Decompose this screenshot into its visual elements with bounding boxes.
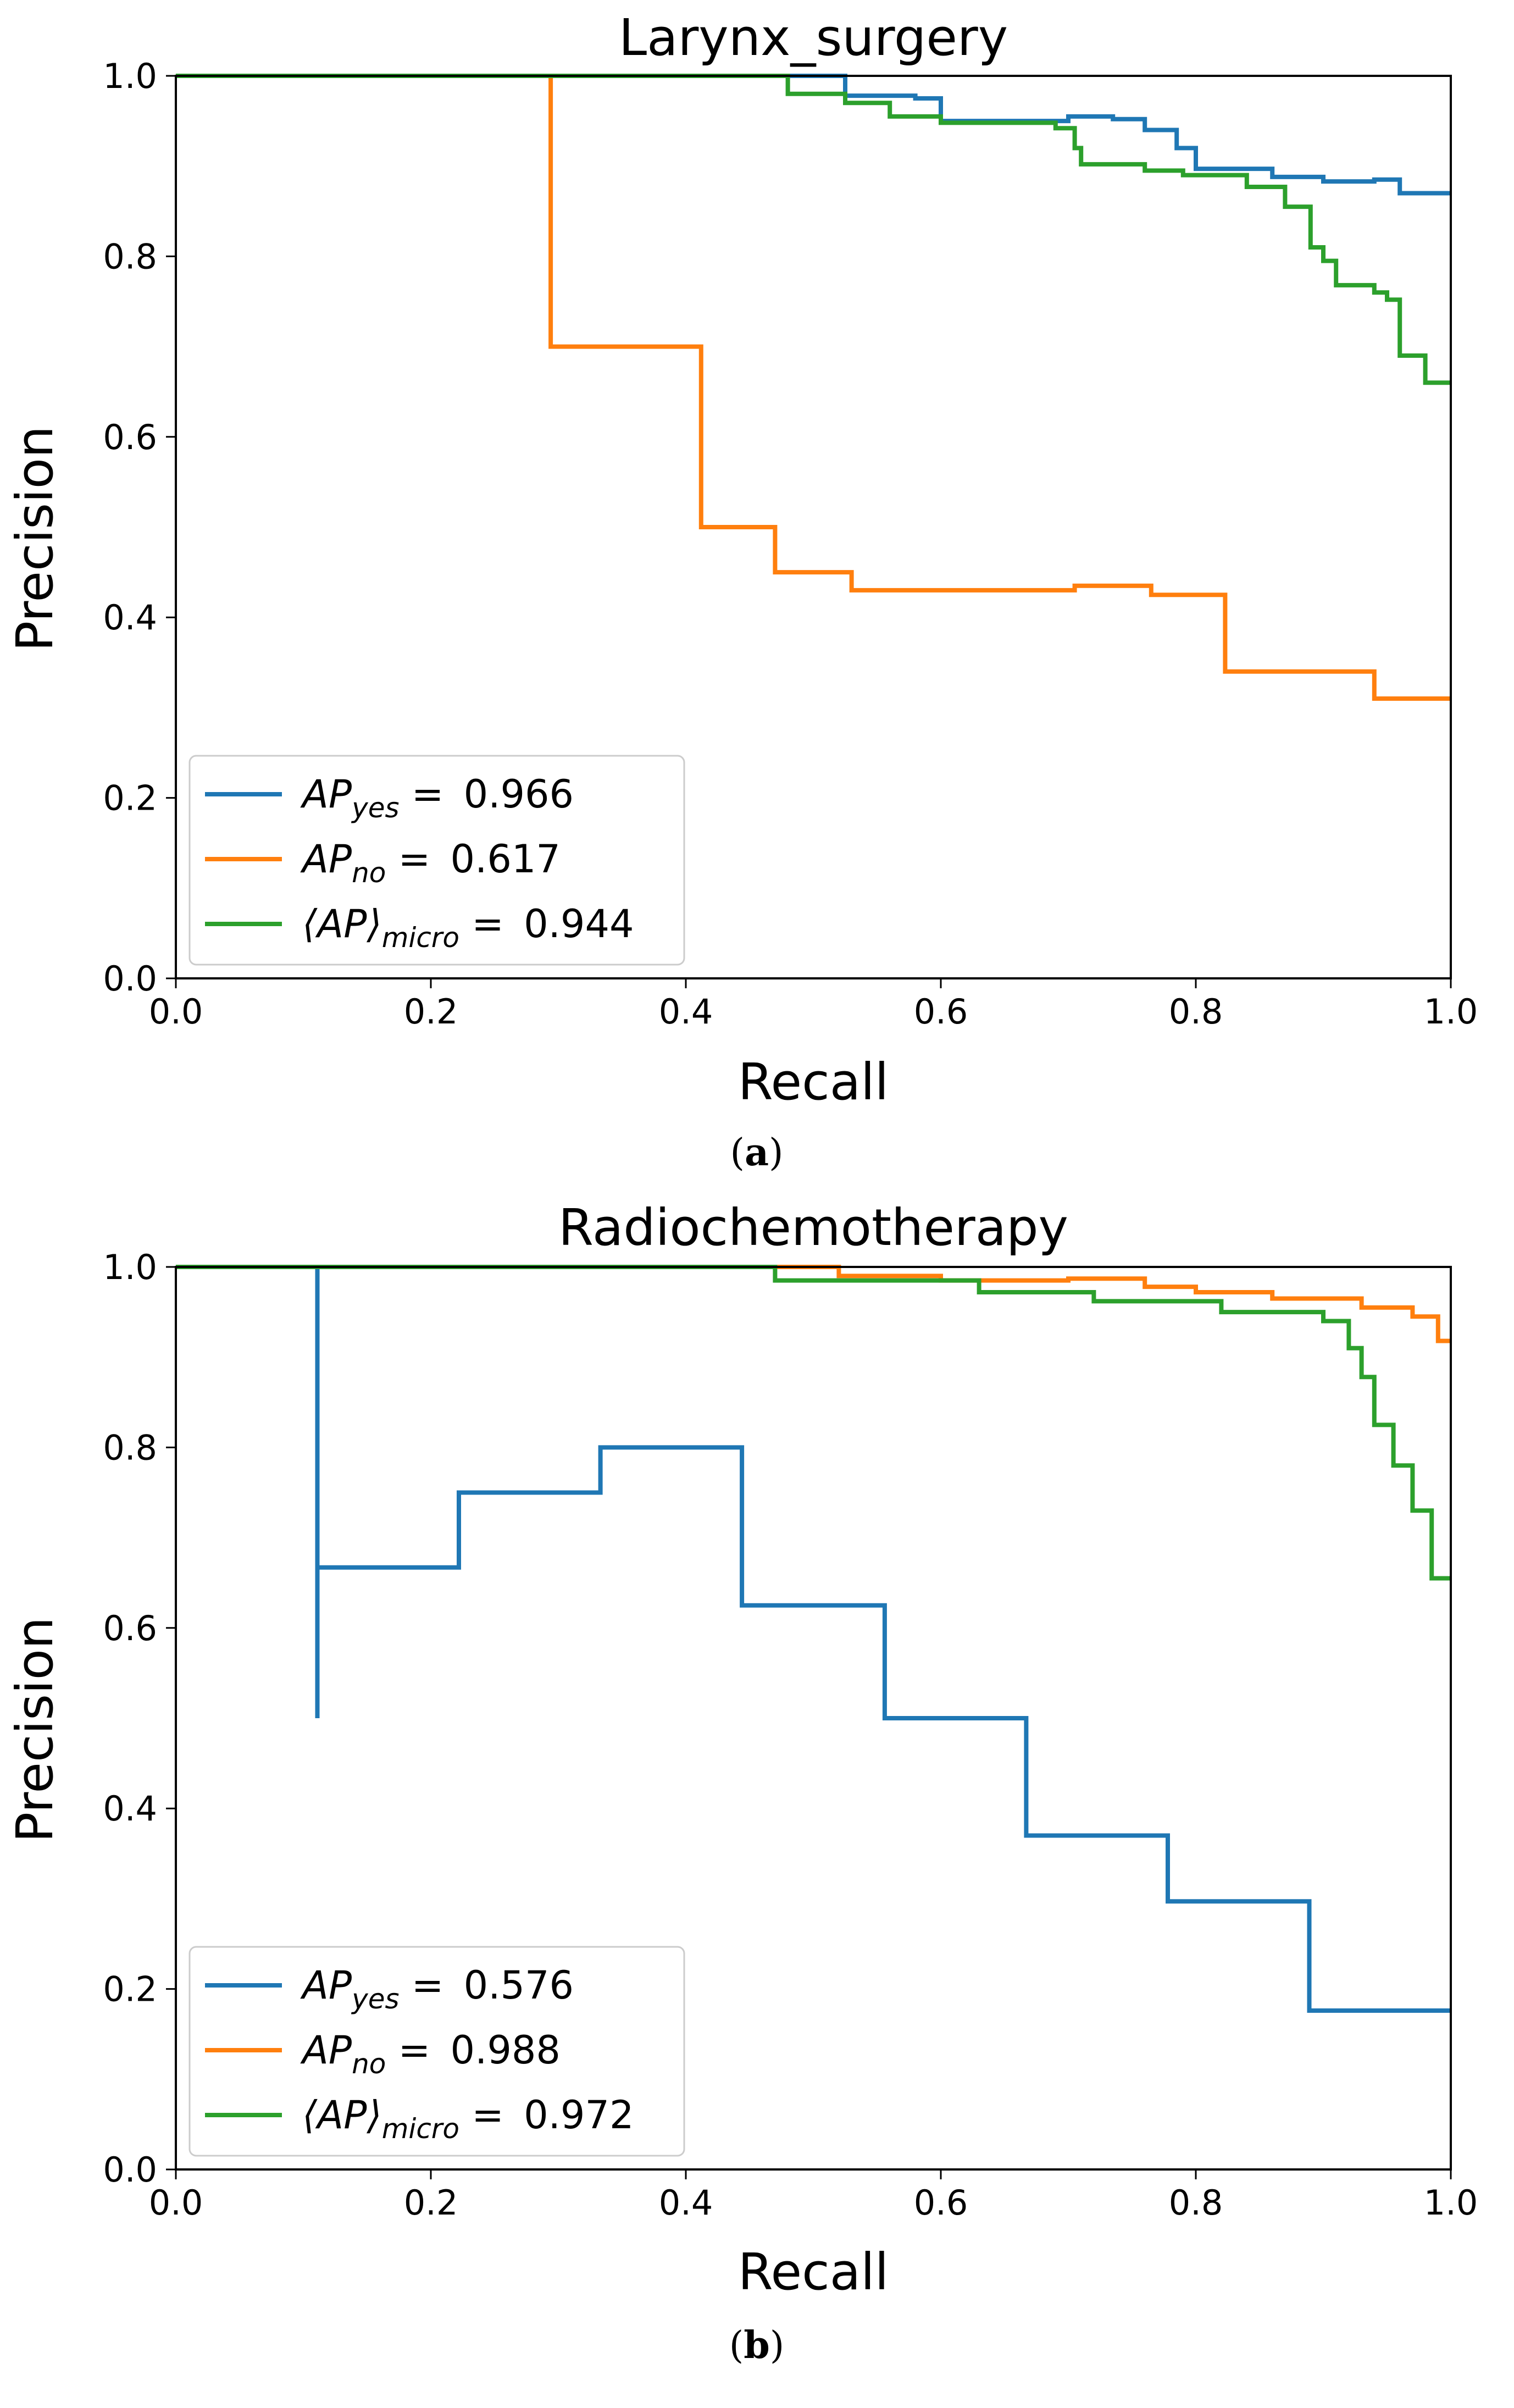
x-tick-label: 0.8 (1169, 2183, 1223, 2223)
x-tick-label: 0.6 (914, 2183, 968, 2223)
y-tick-label: 1.0 (103, 56, 157, 96)
legend-base: AP (300, 2028, 352, 2073)
x-tick-label: 0.4 (659, 2183, 713, 2223)
series-line-yes (176, 1265, 1451, 2013)
plot-frame (175, 1266, 1452, 2171)
legend-equals: = (459, 901, 516, 946)
legend-entry-micro: ⟨AP⟩micro = 0.972 (302, 2093, 634, 2145)
x-tick-label: 0.0 (149, 2183, 203, 2223)
x-axis-label: Recall (738, 1053, 889, 1111)
legend-entry-no: APno = 0.988 (300, 2028, 561, 2080)
legend-equals: = (400, 1963, 456, 2008)
y-tick-label: 1.0 (103, 1247, 157, 1287)
series-lines (176, 1265, 1451, 2013)
y-tick-label: 0.6 (103, 417, 157, 457)
legend-value: 0.972 (524, 2093, 634, 2138)
legend-base: AP (300, 772, 352, 817)
series-lines (176, 74, 1451, 701)
x-tick-label: 0.6 (914, 992, 968, 1032)
legend-value: 0.944 (524, 901, 634, 946)
legend-subscript: yes (351, 792, 399, 824)
legend-value: 0.966 (464, 772, 574, 817)
chart-panel-radiochemotherapy: Radiochemotherapy Recall Precision 0.0 0.… (5, 1198, 1478, 2367)
legend-value: 0.617 (451, 837, 561, 882)
legend-entry-no: APno = 0.617 (300, 837, 561, 889)
y-tick-label: 0.6 (103, 1608, 157, 1648)
y-axis-label: Precision (5, 426, 64, 652)
y-tick-label: 0.4 (103, 597, 157, 638)
series-line-no (176, 74, 1451, 701)
chart-panel-larynx-surgery: Larynx_surgery Recall Precision 0.0 0.2 0.… (5, 8, 1478, 1175)
legend-subscript: micro (382, 2113, 459, 2145)
x-axis-label: Recall (738, 2243, 889, 2301)
legend-equals: = (400, 772, 456, 817)
legend-subscript: no (352, 2048, 386, 2080)
y-tick-label: 0.0 (103, 959, 157, 999)
series-line-micro (176, 74, 1451, 385)
y-tick-label: 0.8 (103, 1427, 157, 1468)
legend-value: 0.988 (451, 2028, 561, 2073)
legend-box (188, 755, 685, 966)
caption-b: (b) (729, 2323, 785, 2367)
y-tick-label: 0.0 (103, 2150, 157, 2190)
x-tick-label: 0.0 (149, 992, 203, 1032)
chart-title: Larynx_surgery (619, 8, 1008, 67)
legend-base: AP (300, 1963, 352, 2008)
y-tick-label: 0.2 (103, 778, 157, 818)
legend-equals: = (459, 2093, 516, 2138)
legend-base: ⟨AP⟩ (302, 2093, 382, 2138)
y-tick-label: 0.4 (103, 1789, 157, 1829)
legend-base: ⟨AP⟩ (302, 901, 382, 946)
legend-box (188, 1946, 685, 2157)
x-tick-label: 0.4 (659, 992, 713, 1032)
x-tick-label: 1.0 (1424, 2183, 1478, 2223)
caption-a-letter: a (745, 1131, 769, 1175)
legend-entry-yes: APyes = 0.966 (300, 772, 574, 824)
legend-equals: = (386, 837, 442, 882)
x-tick-label: 0.2 (404, 992, 458, 1032)
legend-value: 0.576 (464, 1963, 574, 2008)
legend-base: AP (300, 837, 352, 882)
legend-subscript: yes (351, 1983, 399, 2015)
x-tick-label: 1.0 (1424, 992, 1478, 1032)
legend-equals: = (386, 2028, 442, 2073)
axis-ticks: 0.0 0.2 0.4 0.6 0.8 1.0 0.0 0.2 0.4 0.6 0.8 1.0 (103, 1247, 1478, 2223)
series-line-micro (176, 1265, 1451, 1581)
y-tick-label: 0.2 (103, 1969, 157, 2010)
x-tick-label: 0.2 (404, 2183, 458, 2223)
plot-frame (175, 75, 1452, 979)
series-line-yes (176, 74, 1451, 196)
axis-ticks: 0.0 0.2 0.4 0.6 0.8 1.0 0.0 0.2 0.4 0.6 0.8 1.0 (103, 56, 1478, 1032)
chart-title: Radiochemotherapy (558, 1198, 1068, 1257)
legend-subscript: no (352, 857, 386, 889)
x-tick-label: 0.8 (1169, 992, 1223, 1032)
legend-entry-yes: APyes = 0.576 (300, 1963, 574, 2015)
series-line-no (176, 1265, 1451, 1343)
y-axis-label: Precision (5, 1617, 64, 1843)
caption-a: (a) (730, 1131, 783, 1175)
legend-subscript: micro (382, 922, 459, 954)
legend-entry-micro: ⟨AP⟩micro = 0.944 (302, 901, 634, 954)
caption-b-letter: b (744, 2323, 770, 2367)
y-tick-label: 0.8 (103, 236, 157, 276)
